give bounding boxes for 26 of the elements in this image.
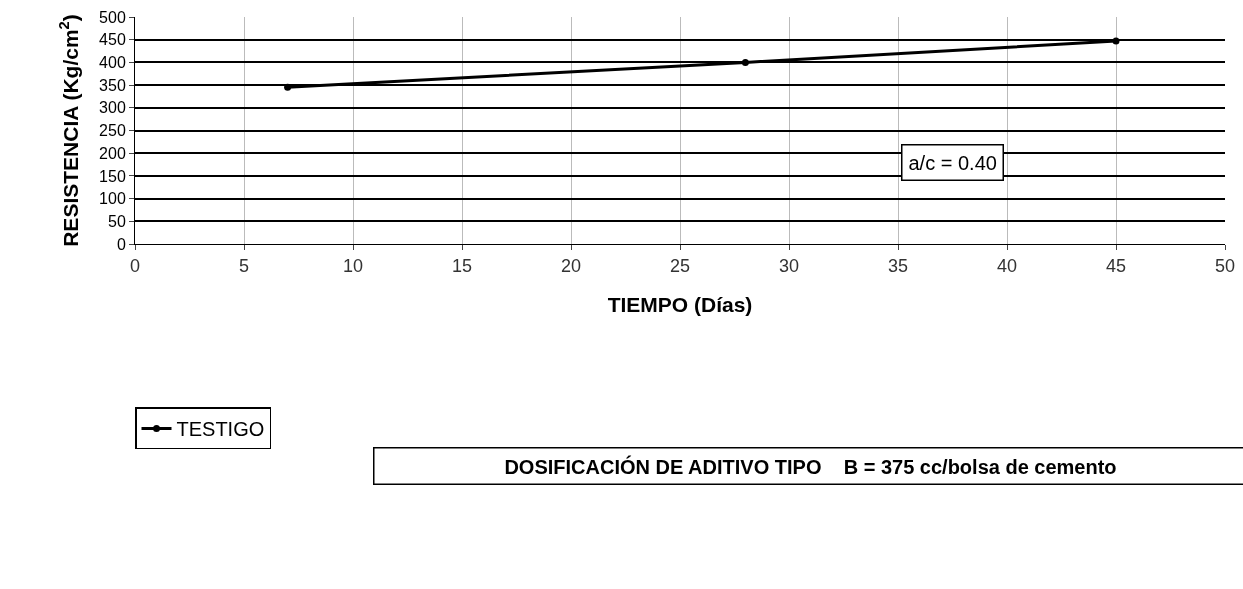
x-tick-label: 45 [1105,255,1127,276]
y-tick-label: 200 [99,144,126,162]
x-tick-label: 5 [238,255,250,276]
legend-label: TESTIGO [176,418,265,441]
y-tick-label: 400 [99,54,126,71]
x-tick-label: 50 [1214,255,1236,276]
x-axis-title: TIEMPO (Días) [607,292,753,316]
y-tick-label: 100 [99,190,126,208]
text: DOSIFICACIÓN DE ADITIVO TIPO B = 375 cc/bolsa de cemento [504,454,1117,478]
x-tick-label: 15 [451,255,473,276]
y-tick-label: 50 [108,212,126,230]
y-tick-label: 500 [99,8,126,26]
x-tick-label: 30 [778,255,800,276]
y-tick-label: 0 [116,235,126,253]
x-tick-label: 35 [887,255,909,276]
y-tick-label: 250 [99,122,126,140]
annotation: a/c = 0.40 [908,151,997,174]
y-tick-label: 450 [99,31,126,49]
x-tick-label: 25 [669,255,691,276]
x-tick-label: 0 [129,255,141,276]
y-tick-label: 300 [99,99,126,117]
x-tick-label: 20 [560,255,582,276]
y-tick-label: 150 [99,167,126,185]
x-tick-label: 10 [342,255,364,276]
x-tick-label: 40 [996,255,1018,276]
y-tick-label: 350 [99,76,126,94]
